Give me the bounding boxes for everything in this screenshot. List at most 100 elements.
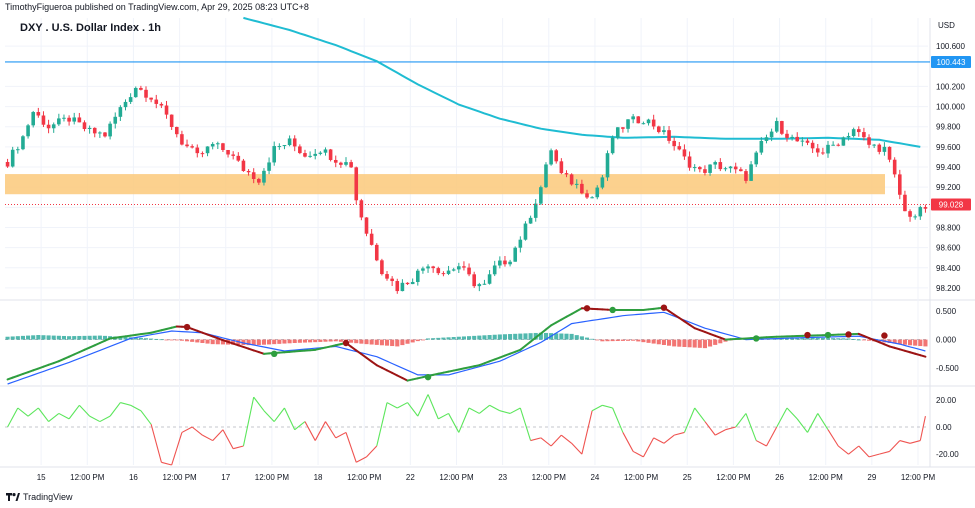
oscillator-segment bbox=[150, 424, 162, 463]
wave-histogram-bar bbox=[836, 338, 841, 340]
wave-histogram-bar bbox=[338, 339, 343, 342]
wave-histogram-bar bbox=[400, 339, 405, 346]
wave-histogram-bar bbox=[564, 333, 569, 340]
wave-histogram-bar bbox=[436, 337, 441, 340]
candle-body bbox=[446, 270, 451, 274]
candle-body bbox=[410, 281, 415, 285]
wave-histogram-bar bbox=[31, 335, 36, 340]
wave-histogram-bar bbox=[138, 337, 143, 340]
candle-body bbox=[436, 268, 441, 274]
wave-histogram-bar bbox=[87, 335, 92, 340]
oscillator-segment bbox=[417, 394, 429, 417]
candle-body bbox=[149, 97, 153, 100]
momentum-oscillator-panel bbox=[5, 394, 928, 466]
candle-body bbox=[672, 140, 676, 147]
candle-body bbox=[815, 148, 820, 153]
candle-body bbox=[457, 266, 461, 270]
candle-body bbox=[856, 129, 861, 133]
oscillator-segment bbox=[233, 445, 244, 450]
candle-body bbox=[692, 167, 697, 169]
wave-histogram-bar bbox=[354, 339, 359, 344]
oscillator-segment bbox=[468, 407, 480, 414]
candle-body bbox=[298, 146, 302, 154]
wave-histogram-bar bbox=[302, 339, 308, 343]
candle-body bbox=[503, 260, 507, 265]
oscillator-segment bbox=[622, 432, 634, 452]
candle-body bbox=[16, 149, 20, 151]
oscillator-segment bbox=[448, 413, 460, 433]
candle-body bbox=[216, 143, 220, 145]
candle-body bbox=[77, 117, 82, 123]
wave-histogram-bar bbox=[446, 337, 451, 340]
time-tick-label: 29 bbox=[867, 473, 876, 482]
candle-body bbox=[354, 167, 359, 201]
wave-fast-segment bbox=[355, 349, 363, 356]
wave-histogram-bar bbox=[123, 337, 128, 340]
oscillator-segment bbox=[7, 407, 19, 428]
oscillator-segment bbox=[120, 402, 131, 406]
wave-histogram-bar bbox=[323, 339, 328, 342]
price-tick-label: 98.800 bbox=[936, 223, 961, 232]
candle-body bbox=[621, 127, 625, 129]
candle-body bbox=[303, 153, 307, 157]
candle-body bbox=[636, 116, 641, 124]
candle-body bbox=[821, 152, 825, 154]
time-tick-label: 12:00 PM bbox=[532, 473, 567, 482]
wave-histogram-bar bbox=[523, 333, 528, 340]
candle-body bbox=[462, 266, 466, 268]
oscillator-segment bbox=[663, 434, 675, 444]
wave-fast-segment bbox=[365, 356, 373, 363]
candle-body bbox=[785, 133, 789, 138]
oscillator-segment bbox=[827, 429, 839, 447]
candle-body bbox=[400, 282, 405, 292]
oscillator-segment bbox=[355, 456, 367, 463]
candle-body bbox=[154, 99, 159, 104]
candle-body bbox=[241, 160, 246, 172]
wave-histogram-bar bbox=[390, 339, 395, 347]
wave-fast-segment bbox=[524, 340, 532, 347]
wave-histogram-bar bbox=[590, 338, 595, 340]
oscillator-segment bbox=[386, 402, 398, 409]
wave-histogram-bar bbox=[841, 338, 846, 340]
candle-body bbox=[718, 162, 723, 170]
wave-histogram-bar bbox=[5, 336, 10, 340]
wave-histogram-bar bbox=[451, 337, 456, 340]
wave-histogram-bar bbox=[26, 335, 31, 340]
candle-body bbox=[523, 223, 528, 240]
candle-body bbox=[333, 159, 338, 163]
brand-logo[interactable]: TradingView bbox=[6, 492, 73, 502]
wave-histogram-bar bbox=[308, 339, 313, 343]
oscillator-segment bbox=[919, 416, 926, 441]
candle-body bbox=[826, 144, 830, 154]
candle-body bbox=[380, 260, 384, 275]
oscillator-segment bbox=[304, 421, 316, 441]
wave-cross-dot bbox=[753, 335, 760, 342]
candle-body bbox=[744, 171, 748, 181]
candle-body bbox=[195, 147, 200, 154]
wave-histogram-bar bbox=[420, 339, 425, 341]
candle-body bbox=[308, 155, 312, 157]
wave-histogram-bar bbox=[67, 336, 72, 340]
candle-body bbox=[251, 172, 256, 179]
currency-label: USD bbox=[938, 21, 955, 30]
candle-body bbox=[923, 207, 928, 209]
candle-body bbox=[57, 118, 61, 125]
candle-body bbox=[226, 149, 230, 155]
wave-histogram-bar bbox=[713, 339, 718, 345]
candle-body bbox=[539, 187, 543, 204]
candle-body bbox=[892, 159, 897, 175]
oscillator-segment bbox=[807, 413, 819, 433]
candle-body bbox=[908, 211, 912, 217]
oscillator-segment bbox=[283, 407, 296, 430]
tradingview-logo-icon bbox=[6, 493, 20, 501]
candle-body bbox=[67, 117, 71, 122]
wave-signal-line bbox=[7, 311, 926, 385]
wave-histogram-bar bbox=[784, 338, 790, 340]
wave-histogram-bar bbox=[702, 339, 707, 349]
horizontal-line-price-tag bbox=[931, 55, 971, 68]
wave-histogram-bar bbox=[261, 339, 267, 345]
wave-histogram-bar bbox=[15, 336, 20, 340]
wave-histogram-bar bbox=[790, 338, 795, 340]
wave-histogram-bar bbox=[425, 338, 431, 340]
